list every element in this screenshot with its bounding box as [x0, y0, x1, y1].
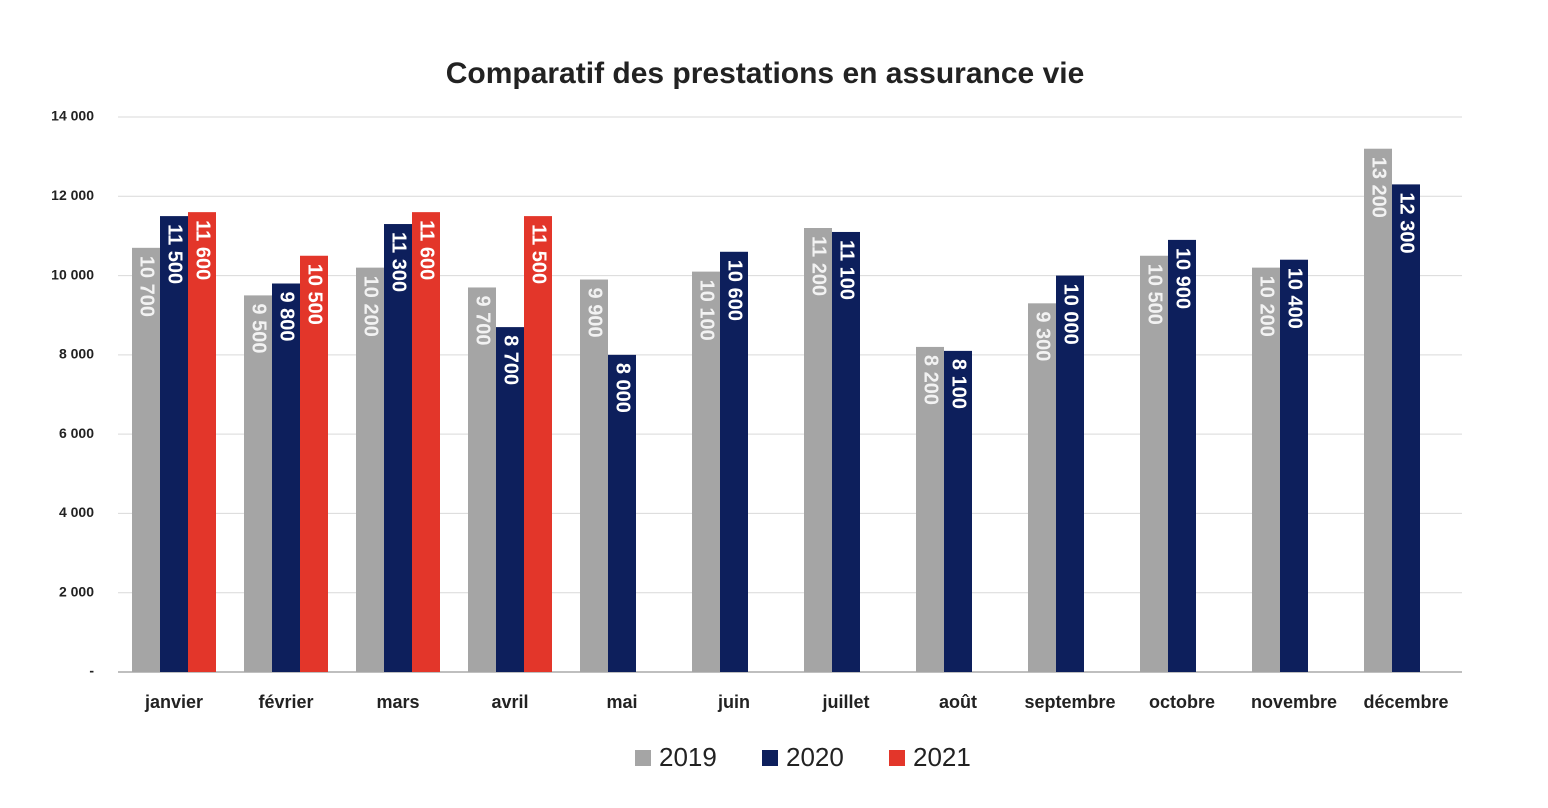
bar: [496, 327, 524, 672]
x-tick-label: février: [258, 692, 313, 712]
bar: [832, 231, 860, 672]
y-tick-label: -: [89, 663, 94, 679]
bar: [944, 350, 972, 672]
y-tick-label: 4 000: [59, 504, 94, 520]
data-label: 10 200: [360, 276, 382, 337]
bar: [580, 279, 608, 672]
legend-swatch: [635, 750, 651, 766]
data-label: 11 500: [528, 224, 550, 284]
bar: [468, 287, 496, 672]
data-label: 10 000: [1060, 284, 1082, 345]
bar: [132, 247, 160, 673]
data-label: 10 100: [696, 280, 718, 341]
bar: [1364, 148, 1392, 672]
data-label: 10 400: [1284, 268, 1306, 329]
data-label: 11 600: [192, 220, 214, 280]
x-tick-label: avril: [491, 692, 528, 712]
x-tick-label: décembre: [1363, 692, 1448, 712]
data-label: 11 100: [836, 240, 858, 300]
bar: [608, 354, 636, 672]
data-label: 8 000: [612, 363, 634, 413]
data-label: 10 500: [304, 264, 326, 325]
legend-swatch: [889, 750, 905, 766]
x-tick-label: septembre: [1024, 692, 1115, 712]
x-tick-label: août: [939, 692, 977, 712]
data-label: 9 500: [248, 303, 270, 353]
data-label: 8 100: [948, 359, 970, 409]
bar: [804, 228, 832, 672]
data-label: 8 700: [500, 335, 522, 385]
x-tick-label: mai: [606, 692, 637, 712]
legend-label: 2020: [786, 742, 844, 772]
bar: [356, 267, 384, 672]
data-label: 10 900: [1172, 248, 1194, 309]
bar: [524, 216, 552, 672]
bar: [188, 212, 216, 672]
y-tick-label: 8 000: [59, 346, 94, 362]
data-label: 11 200: [808, 236, 830, 296]
data-label: 9 700: [472, 295, 494, 345]
data-label: 10 600: [724, 260, 746, 321]
y-tick-label: 6 000: [59, 425, 94, 441]
y-tick-label: 12 000: [51, 187, 94, 203]
x-tick-label: janvier: [144, 692, 203, 712]
legend-swatch: [762, 750, 778, 766]
bar: [1140, 255, 1168, 672]
y-tick-label: 10 000: [51, 266, 94, 282]
data-label: 10 200: [1256, 276, 1278, 337]
bar: [720, 251, 748, 673]
bar: [272, 283, 300, 672]
data-label: 11 300: [388, 232, 410, 292]
data-label: 10 700: [136, 256, 158, 317]
bar: [1028, 303, 1056, 672]
chart-title: Comparatif des prestations en assurance …: [446, 57, 1085, 90]
data-label: 9 300: [1032, 311, 1054, 361]
x-tick-label: juin: [717, 692, 750, 712]
data-label: 8 200: [920, 355, 942, 405]
data-label: 9 900: [584, 288, 606, 338]
bar: [1392, 184, 1420, 672]
data-label: 13 200: [1368, 157, 1390, 218]
bar: [692, 271, 720, 672]
x-tick-label: mars: [376, 692, 419, 712]
x-tick-label: octobre: [1149, 692, 1215, 712]
data-label: 11 500: [164, 224, 186, 284]
y-tick-label: 2 000: [59, 583, 94, 599]
legend-label: 2021: [913, 742, 971, 772]
bar: [300, 255, 328, 672]
bar: [384, 224, 412, 673]
bar: [1280, 259, 1308, 672]
bar: [1168, 239, 1196, 672]
data-label: 9 800: [276, 292, 298, 342]
bar: [412, 212, 440, 672]
bar: [1252, 267, 1280, 672]
data-label: 11 600: [416, 220, 438, 280]
y-tick-label: 14 000: [51, 108, 94, 124]
bar: [916, 346, 944, 672]
x-tick-label: novembre: [1251, 692, 1337, 712]
bar: [1056, 275, 1084, 672]
x-tick-label: juillet: [821, 692, 869, 712]
bar: [244, 295, 272, 672]
data-label: 12 300: [1396, 192, 1418, 253]
legend-label: 2019: [659, 742, 717, 772]
bar: [160, 216, 188, 672]
data-label: 10 500: [1144, 264, 1166, 325]
